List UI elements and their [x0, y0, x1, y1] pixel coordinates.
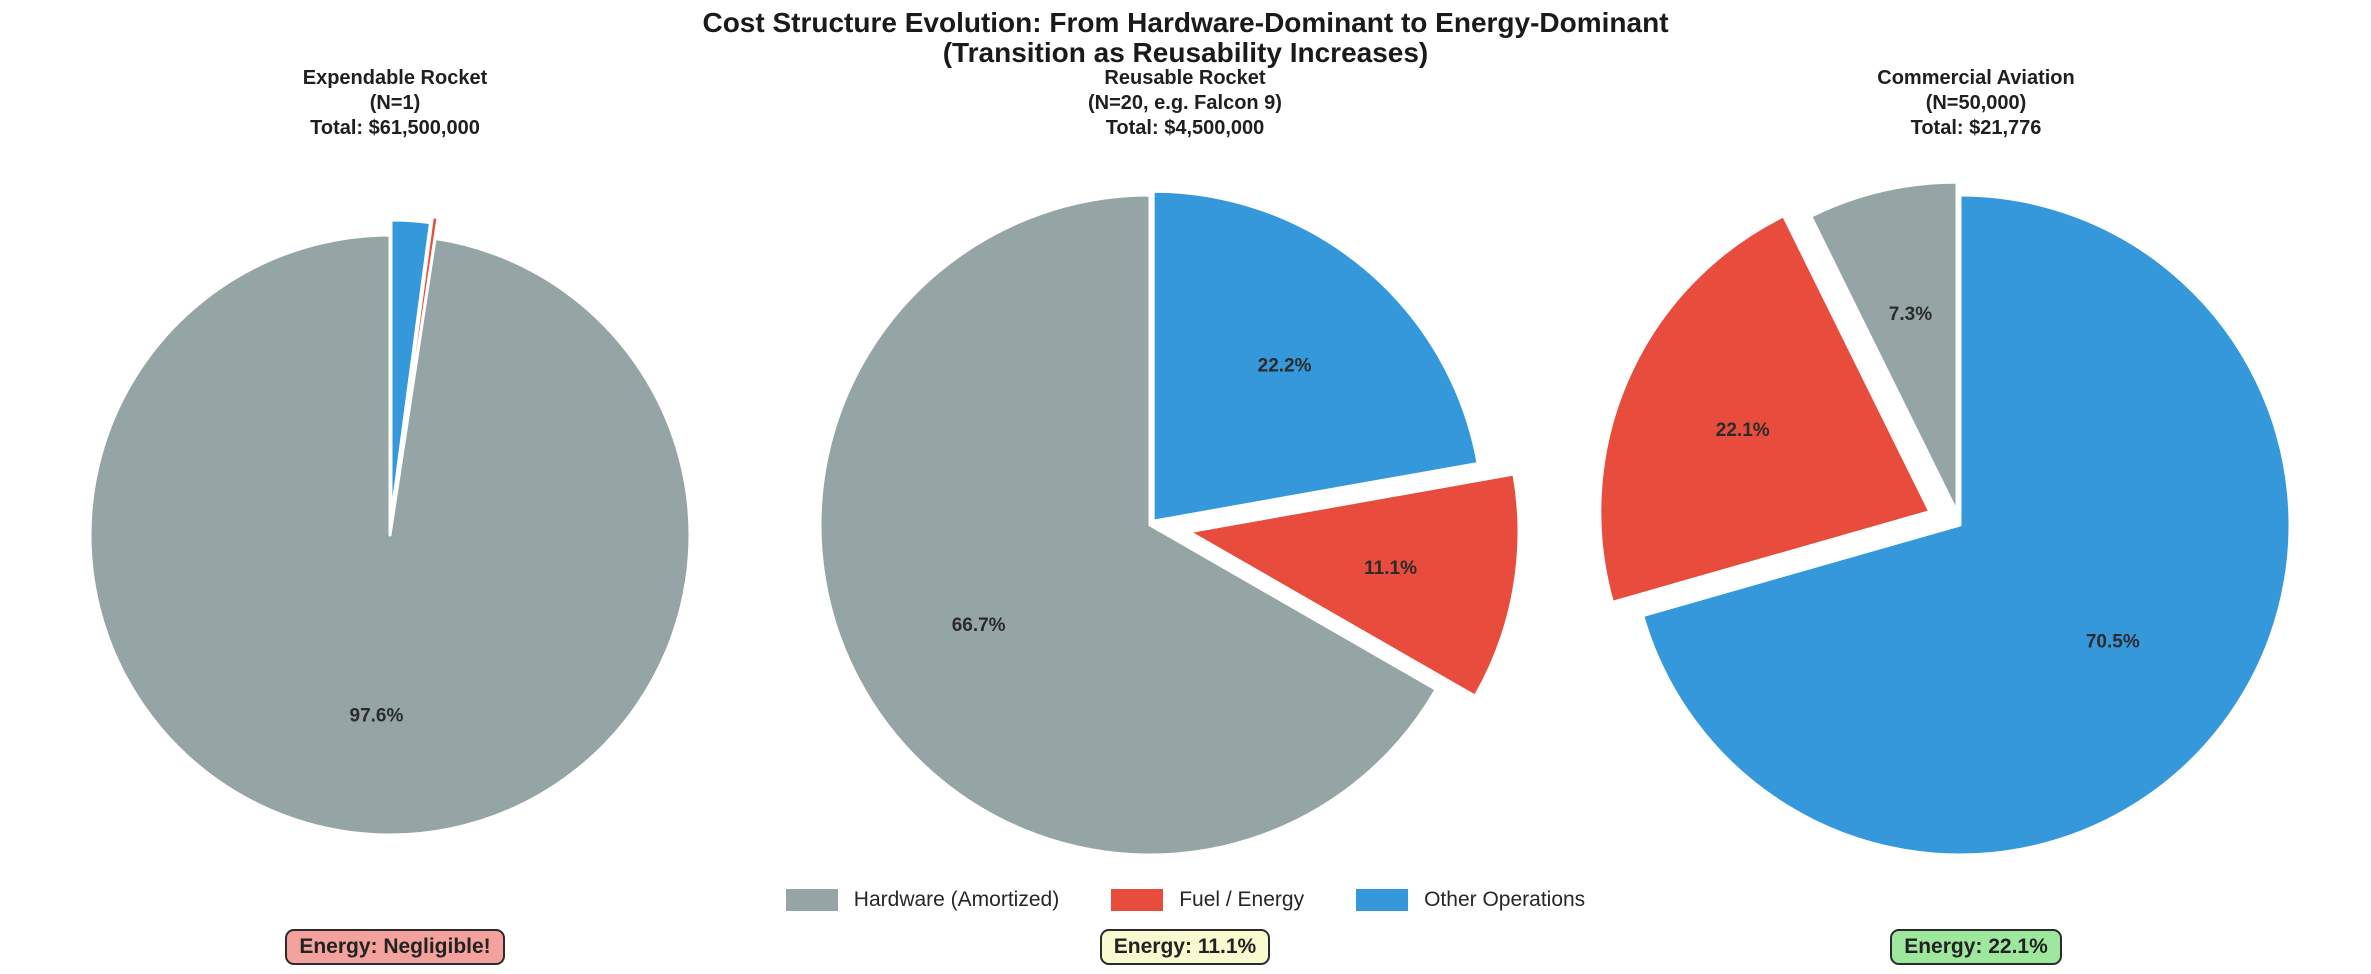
wedge-fuel: [391, 215, 440, 516]
subplot-subtitle-text: (N=20, e.g. Falcon 9): [1088, 92, 1282, 114]
subplot-total-text: Total: $61,500,000: [310, 117, 480, 139]
wedge-other: [389, 218, 432, 522]
other-swatch-icon: [1356, 889, 1409, 911]
wedge-hardware: [88, 233, 692, 837]
legend-item-hardware: Hardware (Amortized): [785, 888, 1060, 912]
legend-item-other: Other Operations: [1356, 888, 1585, 912]
wedge-hardware: [1809, 180, 1959, 514]
wedge-other: [1641, 193, 2292, 857]
legend-label: Other Operations: [1424, 888, 1586, 911]
pct-label: 7.3%: [1889, 304, 1932, 325]
subplot-title-reusable: Reusable Rocket (N=20, e.g. Falcon 9) To…: [790, 66, 1580, 141]
pct-label: 22.2%: [1258, 355, 1312, 376]
wedge-fuel: [1187, 472, 1521, 698]
subplot-title-aviation: Commercial Aviation (N=50,000) Total: $2…: [1581, 66, 2371, 141]
pie-reusable-rocket: 66.7% 11.1% 22.2%: [818, 189, 1521, 857]
annotation-cell: Energy: 11.1%: [790, 929, 1580, 965]
legend-item-fuel: Fuel / Energy: [1111, 888, 1304, 912]
legend-label: Hardware (Amortized): [853, 888, 1060, 911]
subplot-title-text: Expendable Rocket: [302, 67, 488, 89]
subplot-total-text: Total: $21,776: [1910, 117, 2042, 139]
pie-expendable-rocket: 97.6%: [88, 215, 692, 837]
pie-commercial-aviation: 7.3% 22.1% 70.5%: [1598, 180, 2292, 857]
fuel-swatch-icon: [1111, 889, 1164, 911]
subplot-subtitle-text: (N=1): [369, 92, 421, 114]
annotation-energy-negligible: Energy: Negligible!: [285, 929, 505, 965]
pct-label: 22.1%: [1716, 420, 1770, 441]
pct-label: 66.7%: [952, 615, 1006, 636]
subplot-total-text: Total: $4,500,000: [1105, 117, 1265, 139]
subplot-subtitle-text: (N=50,000): [1925, 92, 2027, 114]
figure-title: Cost Structure Evolution: From Hardware-…: [0, 8, 2371, 68]
subplot-title-text: Commercial Aviation: [1877, 67, 2075, 89]
figure-title-line1: Cost Structure Evolution: From Hardware-…: [702, 7, 1669, 38]
subplot-title-text: Reusable Rocket: [1104, 67, 1266, 89]
legend-label: Fuel / Energy: [1179, 888, 1305, 911]
pct-label: 11.1%: [1364, 558, 1417, 579]
pct-label: 70.5%: [2086, 631, 2140, 652]
wedge-hardware: [818, 193, 1438, 857]
hardware-swatch-icon: [785, 889, 838, 911]
legend: Hardware (Amortized) Fuel / Energy Other…: [0, 888, 2371, 912]
figure-title-line2: (Transition as Reusability Increases): [942, 37, 1429, 68]
annotation-cell: Energy: Negligible!: [0, 929, 790, 965]
wedge-other: [1151, 189, 1480, 523]
annotation-energy-22-1: Energy: 22.1%: [1890, 929, 2062, 965]
annotation-cell: Energy: 22.1%: [1581, 929, 2371, 965]
pct-label: 97.6%: [350, 705, 404, 726]
annotation-energy-11-1: Energy: 11.1%: [1099, 929, 1271, 965]
wedge-fuel: [1598, 214, 1932, 604]
subplot-title-expendable: Expendable Rocket (N=1) Total: $61,500,0…: [0, 66, 790, 141]
